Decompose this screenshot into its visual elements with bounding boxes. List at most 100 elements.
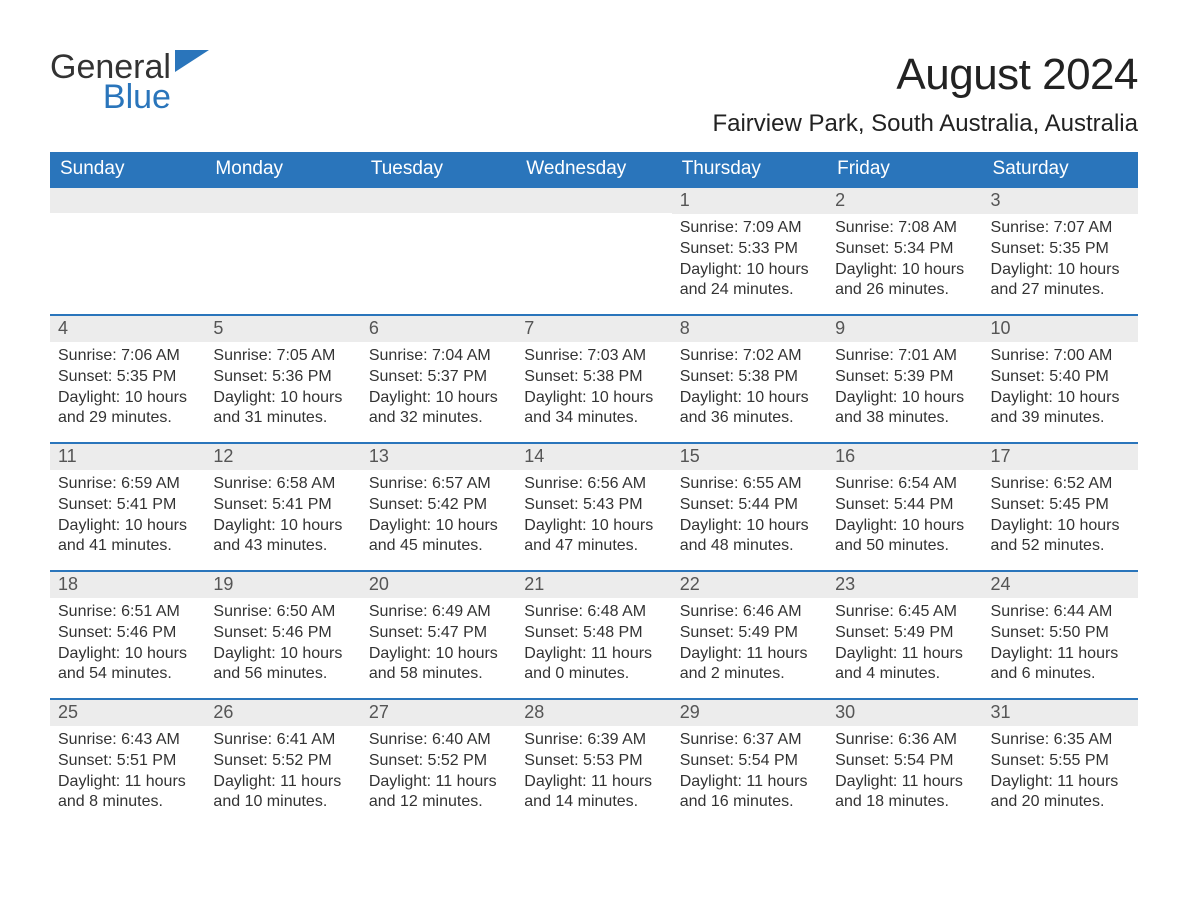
- sunset-text: Sunset: 5:35 PM: [991, 239, 1130, 260]
- calendar-cell: 18Sunrise: 6:51 AMSunset: 5:46 PMDayligh…: [50, 570, 205, 698]
- day-number: 13: [361, 442, 516, 470]
- sunrise-text: Sunrise: 7:09 AM: [680, 218, 819, 239]
- calendar-week-row: 4 Sunrise: 7:06 AMSunset: 5:35 PM Daylight…: [50, 314, 1138, 442]
- daylight-text: Daylight: 10 hours and 50 minutes.: [835, 516, 974, 558]
- calendar-cell: 11Sunrise: 6:59 AMSunset: 5:41 PMDayligh…: [50, 442, 205, 570]
- calendar-cell: 9Sunrise: 7:01 AMSunset: 5:39 PMDaylight…: [827, 314, 982, 442]
- day-number: 4: [50, 314, 205, 342]
- sunset-text: Sunset: 5:51 PM: [58, 751, 197, 772]
- daylight-text: Daylight: 11 hours and 8 minutes.: [58, 772, 197, 814]
- day-details: Sunrise: 6:46 AMSunset: 5:49 PMDaylight:…: [672, 598, 827, 689]
- title-block: August 2024 Fairview Park, South Austral…: [712, 50, 1138, 138]
- calendar-cell: 16Sunrise: 6:54 AMSunset: 5:44 PMDayligh…: [827, 442, 982, 570]
- day-details: Sunrise: 6:39 AMSunset: 5:53 PMDaylight:…: [516, 726, 671, 817]
- day-number: 22: [672, 570, 827, 598]
- daylight-text: Daylight: 11 hours and 18 minutes.: [835, 772, 974, 814]
- day-details: Sunrise: 6:58 AMSunset: 5:41 PMDaylight:…: [205, 470, 360, 561]
- daylight-text: Daylight: 10 hours and 26 minutes.: [835, 260, 974, 302]
- day-number: 19: [205, 570, 360, 598]
- sunset-text: Sunset: 5:38 PM: [680, 367, 819, 388]
- calendar-cell: 29Sunrise: 6:37 AMSunset: 5:54 PMDayligh…: [672, 698, 827, 826]
- calendar-cell: 1Sunrise: 7:09 AMSunset: 5:33 PMDaylight…: [672, 186, 827, 314]
- sunrise-text: Sunrise: 6:52 AM: [991, 474, 1130, 495]
- day-details: Sunrise: 7:04 AMSunset: 5:37 PMDaylight:…: [361, 342, 516, 433]
- sunset-text: Sunset: 5:34 PM: [835, 239, 974, 260]
- day-number: 27: [361, 698, 516, 726]
- daylight-text: Daylight: 10 hours and 43 minutes.: [213, 516, 352, 558]
- sunset-text: Sunset: 5:53 PM: [524, 751, 663, 772]
- calendar-cell: 12Sunrise: 6:58 AMSunset: 5:41 PMDayligh…: [205, 442, 360, 570]
- daylight-text: Daylight: 11 hours and 4 minutes.: [835, 644, 974, 686]
- sunset-text: Sunset: 5:49 PM: [680, 623, 819, 644]
- daylight-text: Daylight: 11 hours and 16 minutes.: [680, 772, 819, 814]
- calendar-cell: 15Sunrise: 6:55 AMSunset: 5:44 PMDayligh…: [672, 442, 827, 570]
- dayheader-sun: Sunday: [50, 152, 205, 186]
- sunrise-text: Sunrise: 7:02 AM: [680, 346, 819, 367]
- sunset-text: Sunset: 5:46 PM: [213, 623, 352, 644]
- sunrise-text: Sunrise: 7:04 AM: [369, 346, 508, 367]
- sunrise-text: Sunrise: 6:56 AM: [524, 474, 663, 495]
- sunrise-text: Sunrise: 7:03 AM: [524, 346, 663, 367]
- day-number: 28: [516, 698, 671, 726]
- daylight-text: Daylight: 10 hours and 56 minutes.: [213, 644, 352, 686]
- sunset-text: Sunset: 5:47 PM: [369, 623, 508, 644]
- day-details: Sunrise: 6:43 AMSunset: 5:51 PMDaylight:…: [50, 726, 205, 817]
- day-number: 7: [516, 314, 671, 342]
- daylight-text: Daylight: 10 hours and 52 minutes.: [991, 516, 1130, 558]
- calendar-cell: 20Sunrise: 6:49 AMSunset: 5:47 PMDayligh…: [361, 570, 516, 698]
- dayheader-sat: Saturday: [983, 152, 1138, 186]
- day-details: Sunrise: 6:49 AMSunset: 5:47 PMDaylight:…: [361, 598, 516, 689]
- calendar-cell: 17Sunrise: 6:52 AMSunset: 5:45 PMDayligh…: [983, 442, 1138, 570]
- day-number: 24: [983, 570, 1138, 598]
- sunrise-text: Sunrise: 6:51 AM: [58, 602, 197, 623]
- sunset-text: Sunset: 5:55 PM: [991, 751, 1130, 772]
- dayheader-wed: Wednesday: [516, 152, 671, 186]
- sunset-text: Sunset: 5:50 PM: [991, 623, 1130, 644]
- daylight-text: Daylight: 10 hours and 34 minutes.: [524, 388, 663, 430]
- dayheader-thu: Thursday: [672, 152, 827, 186]
- daylight-text: Daylight: 10 hours and 27 minutes.: [991, 260, 1130, 302]
- sunset-text: Sunset: 5:54 PM: [680, 751, 819, 772]
- calendar-cell: 8Sunrise: 7:02 AMSunset: 5:38 PMDaylight…: [672, 314, 827, 442]
- daylight-text: Daylight: 11 hours and 14 minutes.: [524, 772, 663, 814]
- day-number: 12: [205, 442, 360, 470]
- calendar-cell: 3Sunrise: 7:07 AMSunset: 5:35 PMDaylight…: [983, 186, 1138, 314]
- dayheader-mon: Monday: [205, 152, 360, 186]
- sunrise-text: Sunrise: 6:43 AM: [58, 730, 197, 751]
- daylight-text: Daylight: 10 hours and 48 minutes.: [680, 516, 819, 558]
- sunset-text: Sunset: 5:35 PM: [58, 367, 197, 388]
- calendar-cell: 2Sunrise: 7:08 AMSunset: 5:34 PMDaylight…: [827, 186, 982, 314]
- sunrise-text: Sunrise: 6:44 AM: [991, 602, 1130, 623]
- day-details: Sunrise: 7:08 AMSunset: 5:34 PMDaylight:…: [827, 214, 982, 305]
- day-details: Sunrise: 7:07 AMSunset: 5:35 PMDaylight:…: [983, 214, 1138, 305]
- sunset-text: Sunset: 5:40 PM: [991, 367, 1130, 388]
- day-details: Sunrise: 6:40 AMSunset: 5:52 PMDaylight:…: [361, 726, 516, 817]
- empty-day-bar: [361, 186, 516, 213]
- sunrise-text: Sunrise: 6:45 AM: [835, 602, 974, 623]
- sunrise-text: Sunrise: 6:54 AM: [835, 474, 974, 495]
- day-number: 30: [827, 698, 982, 726]
- daylight-text: Daylight: 11 hours and 6 minutes.: [991, 644, 1130, 686]
- daylight-text: Daylight: 10 hours and 32 minutes.: [369, 388, 508, 430]
- day-number: 17: [983, 442, 1138, 470]
- sunrise-text: Sunrise: 6:35 AM: [991, 730, 1130, 751]
- calendar-cell: 13Sunrise: 6:57 AMSunset: 5:42 PMDayligh…: [361, 442, 516, 570]
- day-number: 9: [827, 314, 982, 342]
- sunrise-text: Sunrise: 7:05 AM: [213, 346, 352, 367]
- day-details: Sunrise: 6:44 AMSunset: 5:50 PMDaylight:…: [983, 598, 1138, 689]
- sunset-text: Sunset: 5:36 PM: [213, 367, 352, 388]
- sunrise-text: Sunrise: 6:49 AM: [369, 602, 508, 623]
- day-details: Sunrise: 6:41 AMSunset: 5:52 PMDaylight:…: [205, 726, 360, 817]
- sunrise-text: Sunrise: 6:46 AM: [680, 602, 819, 623]
- day-number: 6: [361, 314, 516, 342]
- sunrise-text: Sunrise: 6:59 AM: [58, 474, 197, 495]
- sunrise-text: Sunrise: 6:57 AM: [369, 474, 508, 495]
- day-header-row: Sunday Monday Tuesday Wednesday Thursday…: [50, 152, 1138, 186]
- sunset-text: Sunset: 5:33 PM: [680, 239, 819, 260]
- sunrise-text: Sunrise: 7:06 AM: [58, 346, 197, 367]
- day-details: Sunrise: 6:57 AMSunset: 5:42 PMDaylight:…: [361, 470, 516, 561]
- day-details: Sunrise: 7:05 AMSunset: 5:36 PMDaylight:…: [205, 342, 360, 433]
- day-number: 10: [983, 314, 1138, 342]
- sunrise-text: Sunrise: 6:37 AM: [680, 730, 819, 751]
- dayheader-tue: Tuesday: [361, 152, 516, 186]
